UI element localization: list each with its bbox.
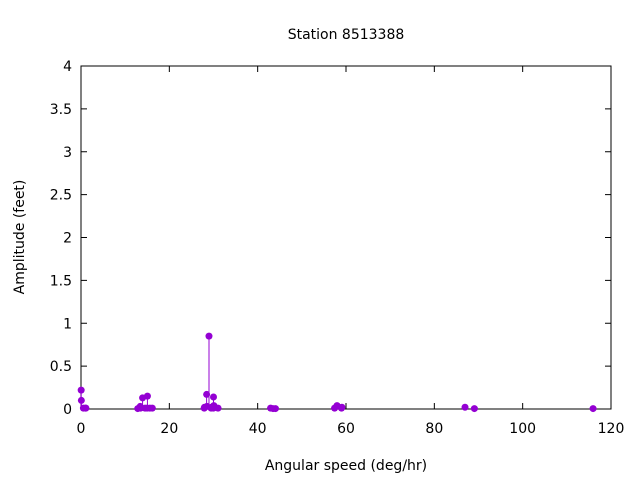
data-point [210, 393, 217, 401]
y-axis-label: Amplitude (feet) [12, 180, 28, 295]
y-tick-label: 3 [63, 145, 72, 161]
data-point [589, 405, 597, 413]
data-point [271, 405, 279, 413]
x-tick-label: 120 [598, 421, 625, 437]
data-point [461, 403, 469, 411]
y-tick-label: 0.5 [50, 359, 72, 375]
data-point [203, 390, 211, 398]
y-tick-label: 3.5 [50, 102, 72, 118]
data-point [77, 386, 85, 394]
y-tick-label: 2 [63, 231, 72, 247]
data-point [148, 404, 156, 412]
x-tick-label: 0 [77, 421, 86, 437]
plot-frame [80, 65, 612, 410]
x-tick-label: 80 [425, 421, 443, 437]
y-tick-label: 1 [63, 316, 72, 332]
data-point [338, 403, 346, 411]
chart-title: Station 8513388 [288, 27, 405, 43]
y-tick-label: 1.5 [50, 273, 72, 289]
x-tick-label: 100 [509, 421, 536, 437]
x-tick-label: 20 [160, 421, 178, 437]
data-point [143, 392, 151, 400]
data-point [470, 405, 478, 413]
data-point [82, 404, 90, 412]
data-point [214, 404, 222, 412]
y-tick-label: 0 [63, 402, 72, 418]
data-point [77, 396, 85, 404]
data-point [205, 332, 213, 340]
x-tick-label: 40 [249, 421, 267, 437]
y-tick-label: 4 [63, 59, 72, 75]
y-tick-label: 2.5 [50, 188, 72, 204]
x-tick-label: 60 [337, 421, 355, 437]
x-axis-label: Angular speed (deg/hr) [265, 458, 427, 474]
